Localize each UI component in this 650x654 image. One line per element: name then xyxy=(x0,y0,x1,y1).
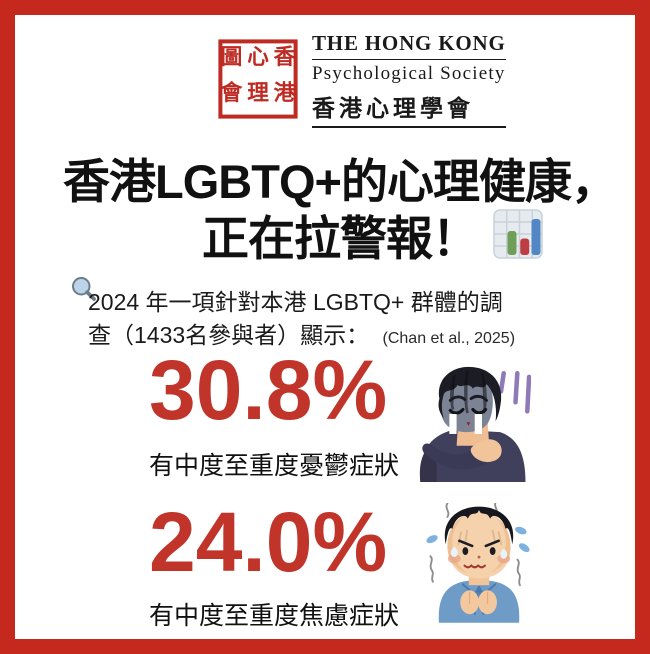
svg-text:心: 心 xyxy=(247,45,269,69)
svg-text:會: 會 xyxy=(221,80,243,105)
svg-text:港: 港 xyxy=(274,81,296,105)
svg-text:香: 香 xyxy=(274,45,296,69)
svg-text:圖: 圖 xyxy=(221,45,243,69)
svg-text:理: 理 xyxy=(247,81,269,105)
